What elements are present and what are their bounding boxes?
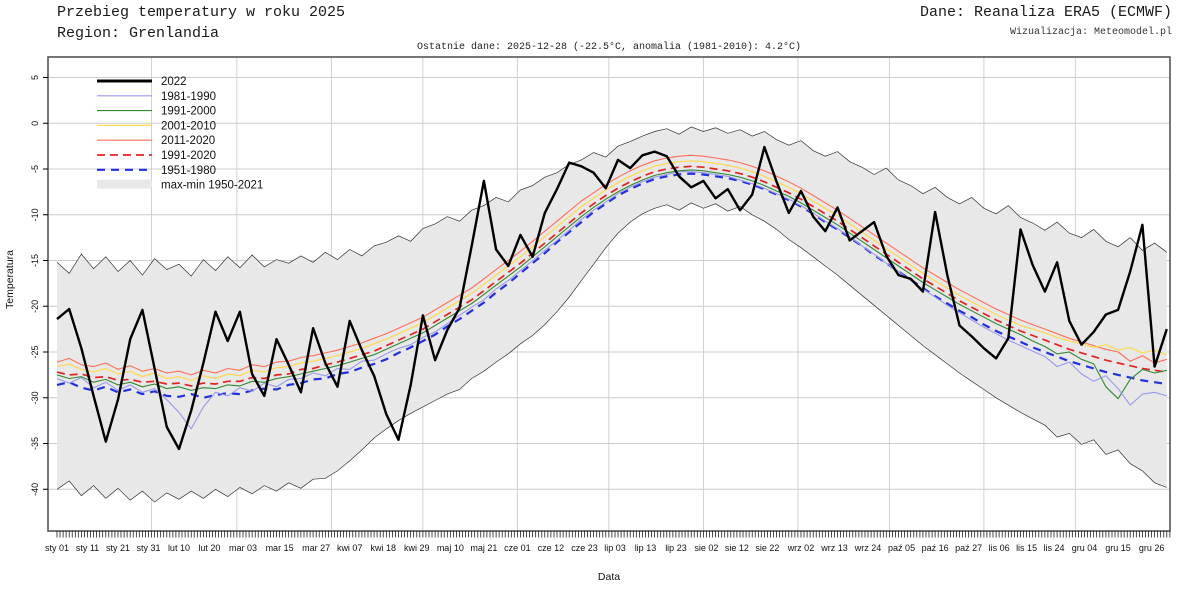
x-tick-label: lut 10 (168, 543, 190, 553)
band-max-edge (56, 126, 1168, 277)
x-tick-label: mar 03 (229, 543, 257, 553)
x-tick-label: mar 27 (302, 543, 330, 553)
x-tick-label: wrz 02 (787, 543, 815, 553)
x-tick-label: paź 16 (922, 543, 949, 553)
legend-label: max-min 1950-2021 (161, 180, 263, 192)
x-tick-label: lip 13 (635, 543, 657, 553)
page-title: Przebieg temperatury w roku 2025 (57, 4, 346, 21)
series-line-1981-1990 (56, 171, 1167, 430)
x-tick-label: gru 15 (1105, 543, 1131, 553)
series-line-2022 (56, 145, 1168, 451)
y-axis-title: Temperatura (4, 250, 16, 309)
x-tick-label: lis 06 (989, 543, 1010, 553)
x-axis-title: Data (597, 571, 621, 583)
x-tick-label: lis 15 (1016, 543, 1037, 553)
legend-label: 1991-2000 (161, 106, 216, 118)
legend-label: 1951-1980 (161, 165, 216, 177)
series-line-1991-2020 (56, 165, 1167, 387)
x-tick-label: maj 10 (437, 543, 464, 553)
y-axis: 5 0 -5 -10 -15 -20 -25 -30 -35 -40 (30, 75, 48, 496)
x-tick-label: kwi 07 (337, 543, 363, 553)
legend-label: 2022 (161, 76, 187, 88)
x-tick-label: maj 21 (470, 543, 497, 553)
y-tick-label: -30 (30, 391, 40, 404)
y-tick-label: -35 (30, 437, 40, 450)
x-tick-label: lis 24 (1044, 543, 1065, 553)
legend-label: 2001-2010 (161, 120, 216, 132)
legend-label: 1991-2020 (161, 150, 216, 162)
legend: 2022 1981-1990 1991-2000 2001-2010 2011-2020… (97, 76, 263, 192)
x-tick-label: gru 04 (1072, 543, 1098, 553)
x-tick-label: kwi 29 (404, 543, 430, 553)
x-tick-label: lip 23 (665, 543, 687, 553)
x-tick-label: sty 01 (45, 543, 69, 553)
x-tick-label: paź 05 (888, 543, 915, 553)
legend-label: 2011-2020 (161, 135, 215, 147)
y-tick-label: -15 (30, 254, 40, 267)
x-tick-label: lut 20 (198, 543, 220, 553)
legend-label: 1981-1990 (161, 91, 216, 103)
y-tick-label: -25 (30, 345, 40, 358)
x-tick-label: cze 01 (504, 543, 531, 553)
x-tick-label: sie 02 (694, 543, 718, 553)
x-tick-label: mar 15 (266, 543, 294, 553)
x-tick-label: cze 12 (538, 543, 565, 553)
band-min-edge (56, 202, 1167, 503)
x-tick-label: wrz 24 (854, 543, 882, 553)
y-tick-label: -20 (30, 300, 40, 313)
x-tick-label: gru 26 (1139, 543, 1165, 553)
series-line-2001-2010 (56, 160, 1168, 381)
y-tick-label: 0 (30, 121, 40, 126)
minmax-band (56, 126, 1168, 503)
x-tick-label: sie 22 (755, 543, 779, 553)
x-tick-label: lip 03 (604, 543, 626, 553)
x-minor-ticks (56, 531, 1171, 538)
y-tick-label: -5 (30, 165, 40, 173)
series-lines (56, 145, 1168, 451)
data-source-label: Dane: Reanaliza ERA5 (ECMWF) (919, 4, 1172, 21)
x-tick-label: sty 21 (106, 543, 130, 553)
x-tick-label: sty 31 (136, 543, 160, 553)
x-tick-label: paź 27 (955, 543, 982, 553)
y-tick-label: -10 (30, 208, 40, 221)
band-area (57, 126, 1167, 503)
legend-band-swatch (97, 179, 152, 189)
visualization-credit: Wizualizacja: Meteomodel.pl (1009, 27, 1172, 38)
series-line-2011-2020 (56, 154, 1167, 376)
x-tick-label: cze 23 (571, 543, 598, 553)
x-tick-label: kwi 18 (370, 543, 396, 553)
y-tick-label: 5 (30, 75, 40, 80)
x-tick-label: sty 11 (76, 543, 99, 553)
x-tick-label: sie 12 (725, 543, 749, 553)
x-tick-label: wrz 13 (820, 543, 848, 553)
series-line-1951-1980 (56, 172, 1167, 399)
chart-region-subtitle: Region: Grenlandia (57, 25, 220, 42)
x-axis: sty 01 sty 11 sty 21 sty 31 lut 10 lut 20 mar … (45, 543, 1164, 553)
series-line-1991-2000 (56, 169, 1167, 400)
last-data-annotation: Ostatnie dane: 2025-12-28 (-22.5°C, anom… (416, 42, 802, 53)
y-tick-label: -40 (30, 483, 40, 496)
